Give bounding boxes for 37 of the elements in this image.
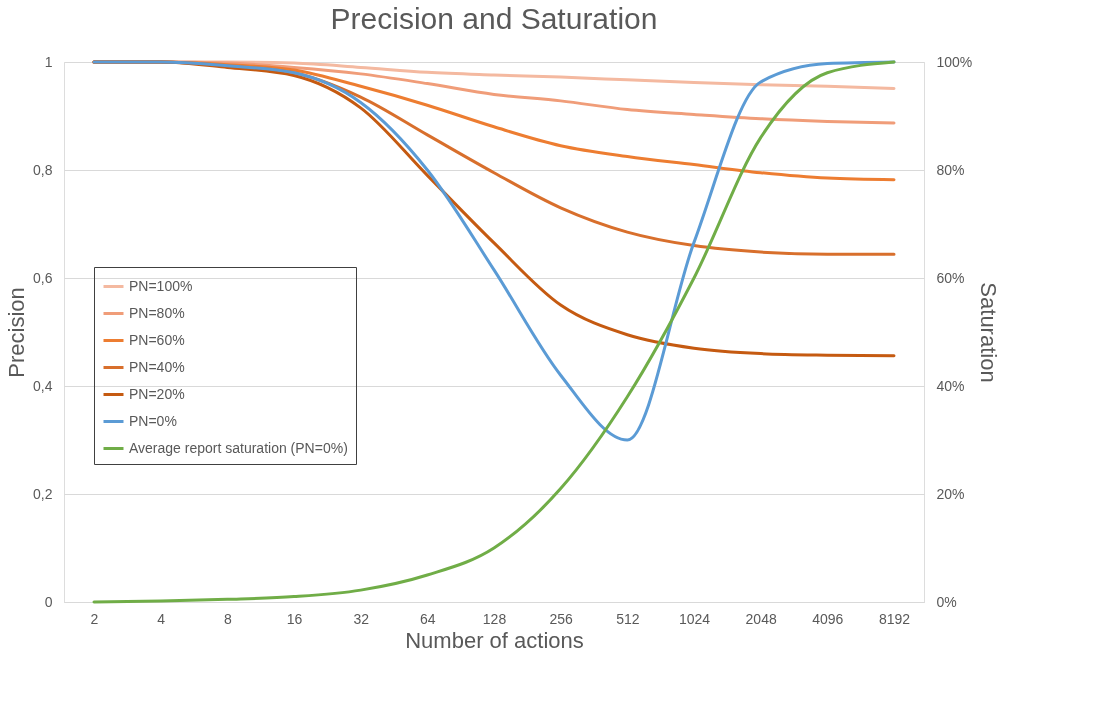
- y2-tick-label: 20%: [936, 485, 965, 502]
- x-tick-label: 2: [90, 610, 99, 627]
- legend-label: PN=80%: [129, 304, 185, 321]
- y-tick-label: 0,4: [33, 377, 53, 394]
- legend-label: PN=20%: [129, 385, 185, 402]
- legend-label: PN=100%: [129, 277, 193, 294]
- x-axis-title: Number of actions: [405, 627, 584, 653]
- legend-label: PN=0%: [129, 412, 177, 429]
- x-tick-label: 4: [157, 610, 166, 627]
- chart-title: Precision and Saturation: [330, 2, 658, 35]
- y-tick-label: 0,8: [33, 161, 53, 178]
- y-tick-label: 1: [44, 53, 53, 70]
- y-tick-label: 0: [44, 593, 53, 610]
- y2-tick-label: 0%: [936, 593, 957, 610]
- x-tick-label: 8192: [878, 610, 911, 627]
- x-tick-label: 2048: [745, 610, 777, 627]
- x-tick-label: 32: [353, 610, 370, 627]
- x-tick-label: 512: [616, 610, 640, 627]
- x-tick-label: 16: [286, 610, 303, 627]
- x-tick-label: 256: [549, 610, 574, 627]
- y2-tick-label: 40%: [936, 377, 965, 394]
- legend-label: PN=60%: [129, 331, 185, 348]
- x-tick-label: 64: [420, 610, 436, 627]
- x-tick-label: 1024: [678, 610, 711, 627]
- y2-tick-label: 60%: [936, 269, 965, 286]
- x-tick-label: 128: [482, 610, 507, 627]
- x-tick-label: 4096: [812, 610, 844, 627]
- y-tick-label: 0,2: [33, 485, 53, 502]
- legend-label: PN=40%: [129, 358, 185, 375]
- legend-label: Average report saturation (PN=0%): [129, 439, 348, 456]
- line-series: [92, 60, 896, 604]
- y2-tick-label: 80%: [936, 161, 965, 178]
- y-tick-label: 0,6: [33, 269, 53, 286]
- y2-axis-title: Saturation: [976, 282, 1002, 383]
- x-tick-label: 8: [223, 610, 232, 627]
- y2-tick-label: 100%: [936, 53, 973, 70]
- y-axis-title: Precision: [4, 287, 30, 378]
